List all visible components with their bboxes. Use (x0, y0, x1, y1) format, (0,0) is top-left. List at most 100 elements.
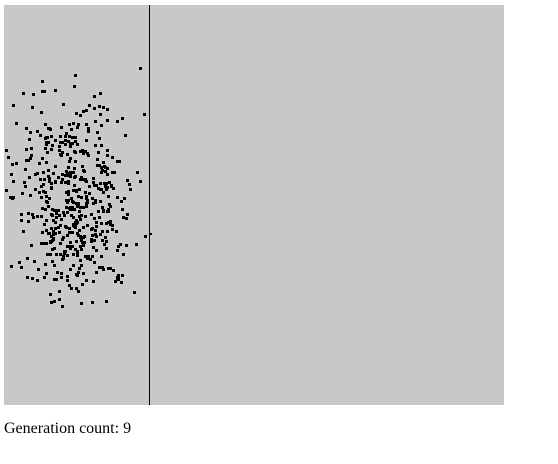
live-cell (81, 241, 84, 244)
live-cell (87, 127, 90, 130)
live-cell (32, 216, 35, 219)
live-cell (100, 171, 103, 174)
live-cell (73, 225, 76, 228)
live-cell (124, 134, 127, 137)
live-cell (74, 160, 77, 163)
live-cell (64, 143, 67, 146)
live-cell (90, 240, 93, 243)
live-cell (95, 225, 98, 228)
live-cell (71, 200, 74, 203)
live-cell (143, 113, 146, 116)
live-cell (54, 209, 57, 212)
live-cell (64, 174, 67, 177)
live-cell (50, 135, 53, 138)
live-cell (92, 202, 95, 205)
live-cell (22, 230, 25, 233)
live-cell (110, 184, 113, 187)
live-cell (69, 157, 72, 160)
live-cell (26, 257, 29, 260)
live-cell (71, 206, 74, 209)
live-cell (85, 195, 88, 198)
live-cell (84, 215, 87, 218)
live-cell (105, 182, 108, 185)
live-cell (66, 275, 69, 278)
live-cell (82, 244, 85, 247)
live-cell (46, 253, 49, 256)
live-cell (53, 300, 56, 303)
live-cell (95, 271, 98, 274)
live-cell (90, 238, 93, 241)
live-cell (139, 180, 142, 183)
live-cell (85, 205, 88, 208)
live-cell (24, 168, 27, 171)
live-cell (90, 228, 93, 231)
live-cell (25, 159, 28, 162)
live-cell (116, 278, 119, 281)
live-cell (42, 190, 45, 193)
live-cell (120, 200, 123, 203)
live-cell (144, 235, 147, 238)
live-cell (129, 188, 132, 191)
live-cell (106, 210, 109, 213)
live-cell (28, 138, 31, 141)
live-cell (29, 157, 32, 160)
live-cell (73, 184, 76, 187)
live-cell (66, 279, 69, 282)
live-cell (111, 156, 114, 159)
live-cell (135, 243, 138, 246)
live-cell (97, 187, 100, 190)
live-cell (45, 161, 48, 164)
live-cell (109, 205, 112, 208)
live-cell (67, 180, 70, 183)
live-cell (42, 171, 45, 174)
live-cell (72, 171, 75, 174)
live-cell (31, 213, 34, 216)
live-cell (96, 164, 99, 167)
live-cell (40, 242, 43, 245)
live-cell (66, 211, 69, 214)
live-cell (52, 172, 55, 175)
live-cell (69, 206, 72, 209)
live-cell (99, 233, 102, 236)
live-cell (47, 141, 50, 144)
live-cell (68, 231, 71, 234)
live-cell (85, 279, 88, 282)
live-cell (98, 137, 101, 140)
live-cell (96, 131, 99, 134)
live-cell (105, 240, 108, 243)
live-cell (50, 235, 53, 238)
live-cell (71, 142, 74, 145)
live-cell (71, 231, 74, 234)
live-cell (73, 167, 76, 170)
live-cell (65, 199, 68, 202)
live-cell (93, 239, 96, 242)
live-cell (77, 123, 80, 126)
live-cell (44, 147, 47, 150)
live-cell (65, 181, 68, 184)
live-cell (85, 123, 88, 126)
live-cell (101, 230, 104, 233)
live-cell (84, 178, 87, 181)
live-cell (67, 166, 70, 169)
live-cell (51, 239, 54, 242)
simulation-canvas[interactable] (4, 5, 504, 405)
live-cell (60, 126, 63, 129)
live-cell (29, 131, 32, 134)
live-cell (54, 232, 57, 235)
live-cell (44, 208, 47, 211)
live-cell (78, 229, 81, 232)
live-cell (68, 227, 71, 230)
live-cell (44, 263, 47, 266)
live-cell (25, 127, 28, 130)
live-cell (100, 124, 103, 127)
live-cell (50, 227, 53, 230)
live-cell (47, 175, 50, 178)
live-cell (66, 153, 69, 156)
live-cell (55, 278, 58, 281)
live-cell (61, 238, 64, 241)
live-cell (66, 201, 69, 204)
live-cell (106, 186, 109, 189)
live-cell (86, 201, 89, 204)
live-cell (40, 215, 43, 218)
live-cell (107, 208, 110, 211)
